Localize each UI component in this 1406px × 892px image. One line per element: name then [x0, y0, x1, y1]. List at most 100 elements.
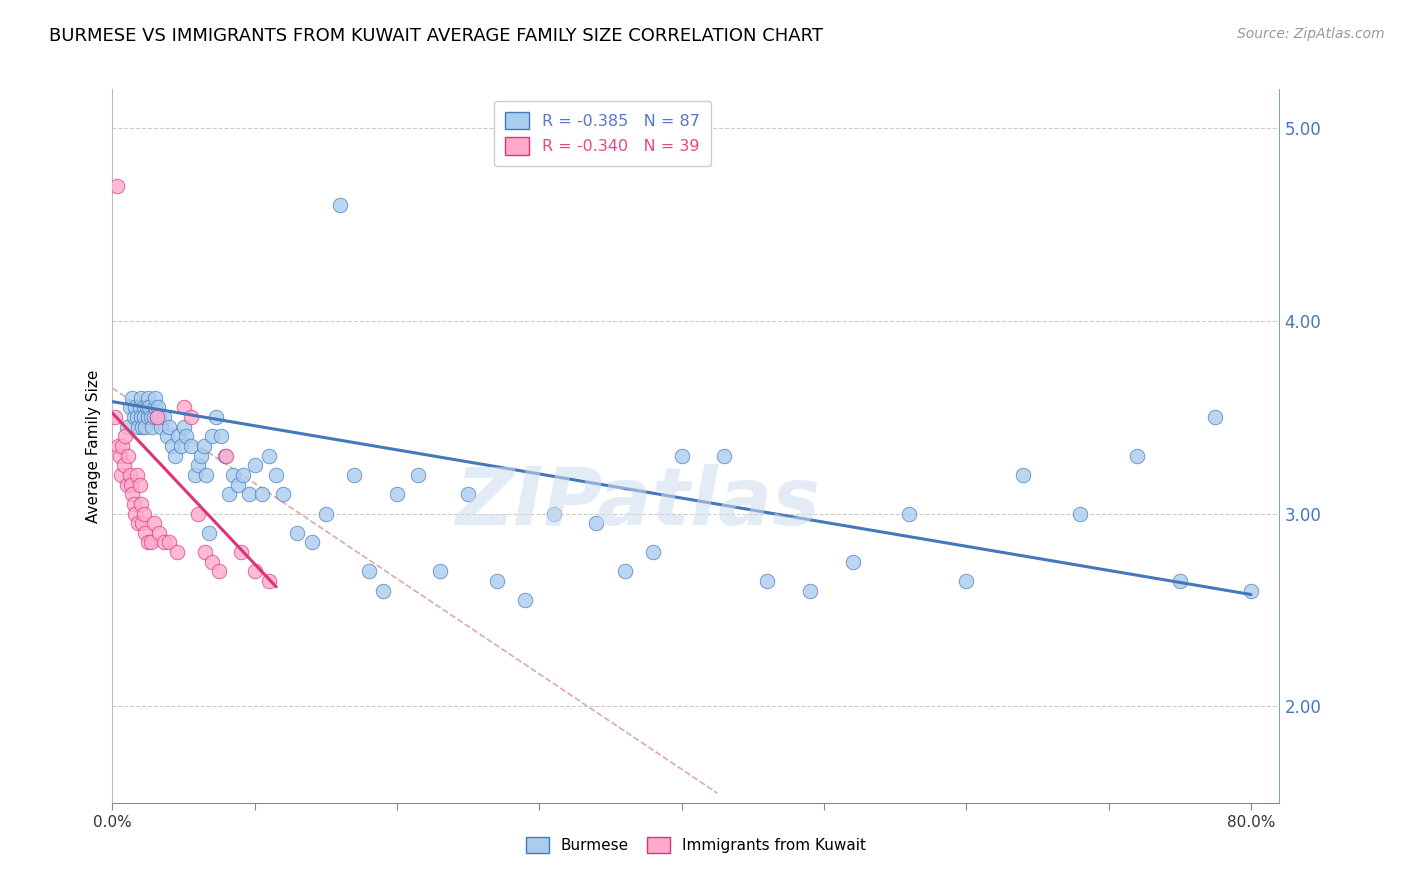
Point	[145, 410, 167, 425]
Point	[195, 467, 218, 482]
Point	[148, 525, 170, 540]
Point	[329, 198, 352, 212]
Y-axis label: Average Family Size: Average Family Size	[86, 369, 101, 523]
Point	[1168, 574, 1191, 588]
Point	[208, 565, 231, 579]
Point	[429, 565, 451, 579]
Point	[143, 391, 166, 405]
Point	[111, 439, 134, 453]
Point	[713, 449, 735, 463]
Point	[136, 410, 159, 425]
Text: BURMESE VS IMMIGRANTS FROM KUWAIT AVERAGE FAMILY SIZE CORRELATION CHART: BURMESE VS IMMIGRANTS FROM KUWAIT AVERAG…	[49, 27, 823, 45]
Point	[515, 593, 537, 607]
Point	[176, 429, 198, 443]
Point	[187, 458, 209, 473]
Point	[643, 545, 665, 559]
Point	[613, 565, 636, 579]
Point	[180, 439, 202, 453]
Point	[201, 429, 224, 443]
Point	[152, 410, 174, 425]
Point	[1240, 583, 1263, 598]
Point	[187, 507, 209, 521]
Point	[756, 574, 779, 588]
Point	[193, 439, 215, 453]
Point	[132, 410, 155, 425]
Point	[136, 535, 159, 549]
Point	[170, 439, 193, 453]
Point	[408, 467, 430, 482]
Point	[117, 449, 139, 463]
Point	[173, 401, 195, 415]
Point	[120, 477, 142, 491]
Point	[215, 449, 238, 463]
Point	[162, 439, 184, 453]
Point	[134, 525, 156, 540]
Point	[287, 525, 309, 540]
Point	[125, 410, 148, 425]
Point	[457, 487, 479, 501]
Point	[799, 583, 821, 598]
Point	[143, 401, 166, 415]
Point	[166, 545, 188, 559]
Point	[257, 574, 280, 588]
Point	[134, 419, 156, 434]
Point	[226, 477, 249, 491]
Point	[243, 458, 266, 473]
Point	[128, 477, 150, 491]
Point	[271, 487, 294, 501]
Text: Source: ZipAtlas.com: Source: ZipAtlas.com	[1237, 27, 1385, 41]
Point	[155, 429, 177, 443]
Point	[201, 555, 224, 569]
Point	[121, 391, 143, 405]
Point	[485, 574, 508, 588]
Point	[198, 525, 221, 540]
Point	[122, 410, 145, 425]
Point	[118, 467, 141, 482]
Point	[127, 516, 149, 530]
Point	[1012, 467, 1035, 482]
Point	[105, 178, 128, 193]
Point	[118, 401, 141, 415]
Point	[1069, 507, 1091, 521]
Point	[218, 487, 240, 501]
Point	[131, 516, 153, 530]
Point	[122, 497, 145, 511]
Point	[955, 574, 977, 588]
Point	[238, 487, 260, 501]
Point	[315, 507, 337, 521]
Text: ZIPatlas: ZIPatlas	[456, 464, 820, 542]
Point	[104, 410, 127, 425]
Legend: Burmese, Immigrants from Kuwait: Burmese, Immigrants from Kuwait	[519, 831, 873, 859]
Point	[138, 401, 160, 415]
Point	[1204, 410, 1226, 425]
Point	[112, 458, 135, 473]
Point	[131, 419, 153, 434]
Point	[121, 487, 143, 501]
Point	[243, 565, 266, 579]
Point	[357, 565, 380, 579]
Point	[250, 487, 273, 501]
Point	[115, 419, 138, 434]
Point	[139, 410, 162, 425]
Point	[132, 507, 155, 521]
Point	[229, 545, 252, 559]
Point	[232, 467, 254, 482]
Point	[148, 410, 170, 425]
Point	[127, 419, 149, 434]
Point	[257, 449, 280, 463]
Point	[165, 449, 187, 463]
Point	[898, 507, 921, 521]
Point	[132, 401, 155, 415]
Point	[125, 467, 148, 482]
Point	[585, 516, 607, 530]
Point	[167, 429, 190, 443]
Point	[209, 429, 232, 443]
Point	[145, 410, 167, 425]
Point	[124, 401, 146, 415]
Point	[110, 467, 132, 482]
Point	[180, 410, 202, 425]
Point	[194, 545, 217, 559]
Point	[136, 391, 159, 405]
Point	[152, 535, 174, 549]
Point	[301, 535, 323, 549]
